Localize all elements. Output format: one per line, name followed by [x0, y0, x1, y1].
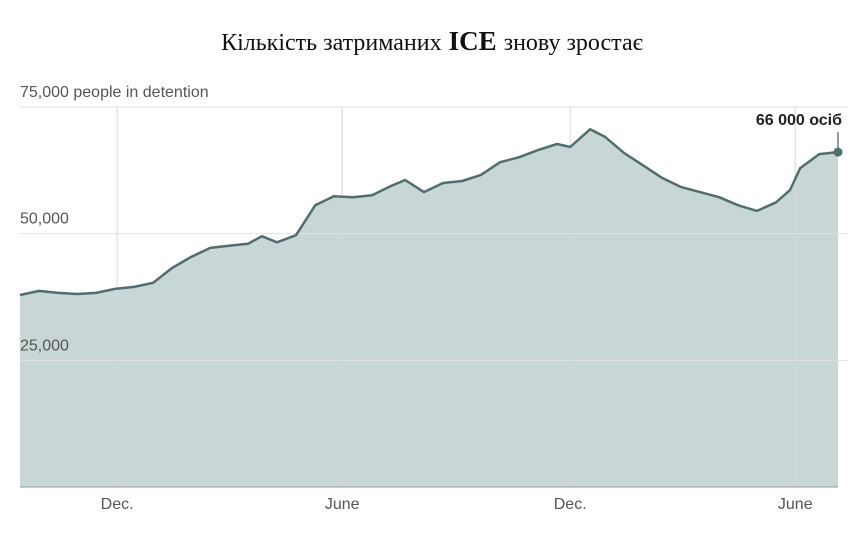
x-tick-label: June — [325, 496, 360, 513]
line — [19, 128, 839, 297]
y-tick-label: 50,000 — [20, 211, 69, 228]
end-dot — [833, 147, 843, 157]
area — [20, 129, 838, 488]
x-tick-label: Dec. — [554, 496, 587, 513]
title-part: ICE — [449, 26, 497, 56]
y-tick-label: 25,000 — [20, 337, 69, 354]
y-tick-label: 75,000 people in detention — [20, 84, 209, 101]
chart-title: Кількість затриманих ICE знову зростає — [221, 26, 643, 56]
annotation: 66 000 осіб — [756, 112, 842, 129]
x-tick-label: Dec. — [101, 496, 134, 513]
title-part: знову зростає — [504, 30, 643, 56]
x-tick-label: June — [778, 496, 813, 513]
title-part: Кількість затриманих — [221, 30, 442, 56]
